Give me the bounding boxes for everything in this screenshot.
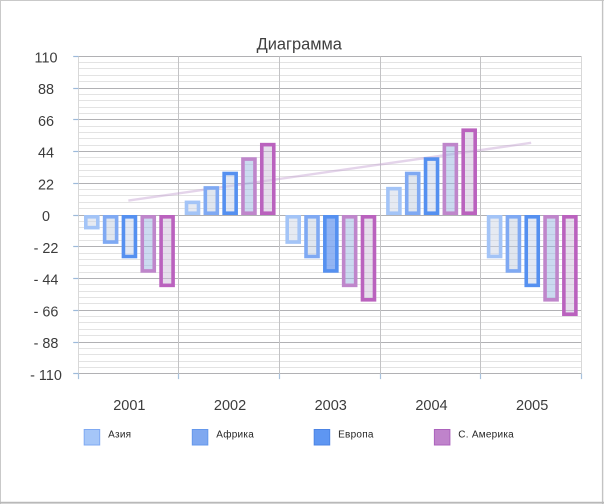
svg-text:Африка: Африка <box>216 428 254 440</box>
svg-text:- 88: - 88 <box>34 336 59 352</box>
svg-text:0: 0 <box>42 209 50 225</box>
svg-text:Диаграмма: Диаграмма <box>257 35 343 53</box>
svg-text:Азия: Азия <box>108 429 131 440</box>
svg-text:Европа: Европа <box>338 429 374 440</box>
svg-text:2005: 2005 <box>516 398 548 414</box>
svg-text:- 66: - 66 <box>34 304 59 320</box>
svg-text:2002: 2002 <box>214 398 246 414</box>
svg-text:66: 66 <box>38 114 54 130</box>
svg-text:2001: 2001 <box>113 398 145 414</box>
svg-text:- 110: - 110 <box>30 368 62 384</box>
svg-text:88: 88 <box>38 82 54 98</box>
svg-text:22: 22 <box>38 177 54 193</box>
svg-text:- 44: - 44 <box>34 273 59 289</box>
svg-text:2003: 2003 <box>315 398 347 414</box>
svg-text:- 22: - 22 <box>34 241 59 257</box>
svg-text:44: 44 <box>38 146 54 162</box>
svg-text:2004: 2004 <box>415 398 447 414</box>
svg-text:С. Америка: С. Америка <box>458 429 514 440</box>
svg-text:110: 110 <box>35 50 58 66</box>
